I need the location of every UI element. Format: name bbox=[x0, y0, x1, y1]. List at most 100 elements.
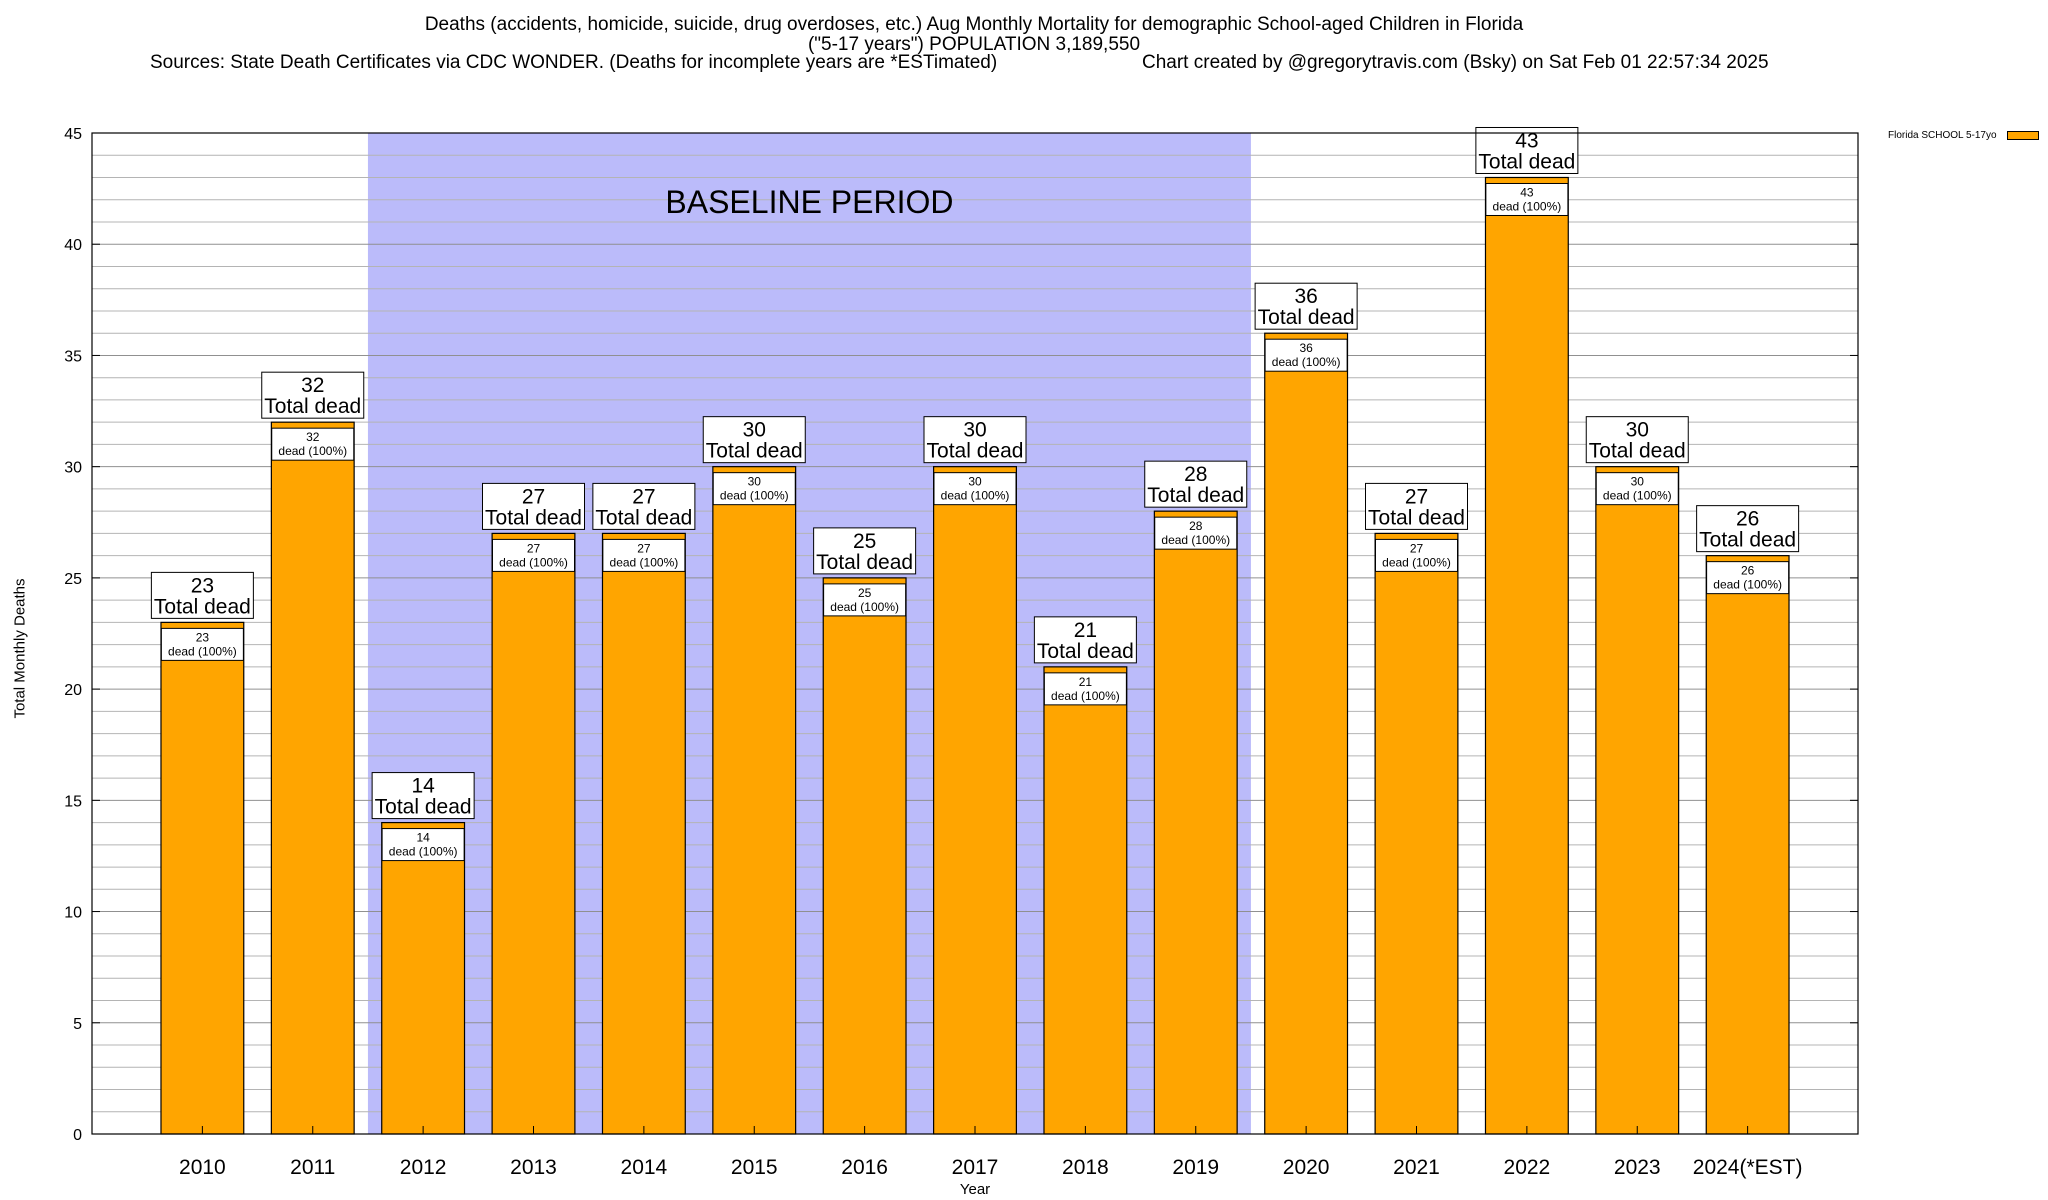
bar-total-label: Total dead bbox=[154, 595, 251, 618]
bar-inner-label: dead (100%) bbox=[499, 555, 568, 569]
x-tick-label: 2016 bbox=[841, 1156, 888, 1179]
bar-total-value: 21 bbox=[1074, 619, 1097, 642]
bar-inner-value: 30 bbox=[968, 475, 982, 489]
bar-inner-label: dead (100%) bbox=[1272, 355, 1341, 369]
bar-inner-label: dead (100%) bbox=[830, 600, 899, 614]
bar-total-value: 43 bbox=[1515, 129, 1538, 152]
x-tick-label: 2021 bbox=[1393, 1156, 1440, 1179]
bar-total-label-box bbox=[482, 482, 585, 530]
bar-total-value: 30 bbox=[743, 419, 766, 442]
bar-total-label: Total dead bbox=[1589, 440, 1686, 463]
bar-total-label-box bbox=[371, 772, 475, 820]
bar-inner-label-box bbox=[712, 472, 796, 506]
bar-inner-label-box bbox=[160, 627, 244, 661]
bar-inner-value: 26 bbox=[1741, 564, 1755, 578]
y-tick-label: 0 bbox=[73, 1127, 82, 1144]
bar-inner-label-box bbox=[1043, 672, 1127, 706]
bar-inner-label-box bbox=[602, 538, 686, 572]
y-tick-label: 15 bbox=[64, 793, 82, 810]
bar-total-value: 30 bbox=[1626, 419, 1649, 442]
bar-inner-value: 27 bbox=[527, 541, 541, 555]
x-tick-label: 2015 bbox=[731, 1156, 778, 1179]
bar-inner-label-box bbox=[271, 427, 355, 461]
bar-inner-value: 23 bbox=[196, 630, 210, 644]
x-tick-label: 2019 bbox=[1172, 1156, 1219, 1179]
bar-total-label-box bbox=[923, 416, 1027, 464]
bar bbox=[1264, 332, 1349, 1135]
bar-inner-label: dead (100%) bbox=[720, 489, 789, 503]
y-tick-label: 35 bbox=[64, 348, 82, 365]
y-tick-label: 25 bbox=[64, 571, 82, 588]
bar-inner-label: dead (100%) bbox=[1493, 199, 1562, 213]
y-tick-label: 20 bbox=[64, 682, 82, 699]
bar-inner-label-box bbox=[1375, 538, 1458, 572]
bar-total-value: 27 bbox=[632, 485, 655, 508]
bar-total-label: Total dead bbox=[1368, 506, 1465, 529]
y-axis-label: Total Monthly Deaths bbox=[11, 578, 29, 719]
bar-total-label: Total dead bbox=[1258, 306, 1355, 329]
bar bbox=[381, 821, 466, 1135]
bar-total-label: Total dead bbox=[485, 506, 582, 529]
bar-total-label: Total dead bbox=[816, 551, 913, 574]
plot-border bbox=[91, 132, 1859, 1135]
x-tick-label: 2014 bbox=[621, 1156, 668, 1179]
bar-total-label: Total dead bbox=[706, 440, 803, 463]
bar bbox=[1705, 555, 1790, 1135]
bar-inner-value: 25 bbox=[858, 586, 872, 600]
bar bbox=[270, 421, 355, 1135]
bar-total-label-box bbox=[1144, 460, 1248, 508]
bar-inner-label-box bbox=[1595, 472, 1679, 506]
baseline-label: BASELINE PERIOD bbox=[665, 184, 953, 220]
bar-total-label: Total dead bbox=[1037, 640, 1134, 663]
bar-total-label: Total dead bbox=[595, 506, 692, 529]
chart-sources: Sources: State Death Certificates via CD… bbox=[150, 52, 998, 73]
bar-total-value: 14 bbox=[411, 775, 435, 798]
bar-total-label-box bbox=[261, 371, 365, 419]
bar bbox=[822, 577, 907, 1135]
x-axis-label: Year bbox=[960, 1181, 990, 1198]
bar-inner-label-box bbox=[1485, 182, 1569, 216]
bar-inner-label: dead (100%) bbox=[168, 644, 237, 658]
x-tick-label: 2010 bbox=[179, 1156, 226, 1179]
x-tick-label: 2022 bbox=[1504, 1156, 1551, 1179]
bar-total-label: Total dead bbox=[264, 395, 361, 418]
chart-title: Deaths (accidents, homicide, suicide, dr… bbox=[424, 14, 1524, 35]
bar-total-label-box bbox=[1365, 482, 1468, 530]
bar-total-label-box bbox=[1254, 282, 1358, 330]
bar-total-value: 30 bbox=[963, 419, 986, 442]
legend: Florida SCHOOL 5-17yo bbox=[1888, 130, 2039, 141]
bar-inner-label-box bbox=[381, 828, 465, 862]
bar-inner-label-box bbox=[1264, 338, 1348, 372]
bar-inner-label: dead (100%) bbox=[389, 845, 458, 859]
bar-total-value: 27 bbox=[522, 485, 545, 508]
x-tick-label: 2017 bbox=[952, 1156, 999, 1179]
bar-inner-value: 28 bbox=[1189, 519, 1203, 533]
bar bbox=[160, 621, 245, 1135]
bar-inner-label: dead (100%) bbox=[941, 489, 1010, 503]
x-tick-label: 2018 bbox=[1062, 1156, 1109, 1179]
bar-inner-value: 30 bbox=[1631, 475, 1645, 489]
bar-inner-value: 30 bbox=[748, 475, 762, 489]
bar-total-label-box bbox=[1475, 126, 1579, 174]
bar bbox=[1153, 510, 1238, 1135]
y-tick-label: 10 bbox=[64, 905, 82, 922]
bar-inner-label: dead (100%) bbox=[1713, 578, 1782, 592]
bar-total-value: 27 bbox=[1405, 485, 1428, 508]
bar-inner-label: dead (100%) bbox=[1603, 489, 1672, 503]
bar-inner-label-box bbox=[492, 538, 575, 572]
bar-inner-value: 43 bbox=[1520, 185, 1534, 199]
bar-inner-label-box bbox=[1154, 516, 1238, 550]
bar-inner-label: dead (100%) bbox=[610, 555, 679, 569]
y-tick-label: 40 bbox=[64, 237, 82, 254]
y-tick-label: 30 bbox=[64, 460, 82, 477]
bar bbox=[1374, 532, 1459, 1135]
legend-swatch bbox=[2006, 131, 2039, 140]
bar-total-label-box bbox=[702, 416, 806, 464]
x-tick-label: 2024(*EST) bbox=[1693, 1156, 1803, 1179]
bar bbox=[1595, 466, 1680, 1135]
bar-total-value: 26 bbox=[1736, 508, 1759, 531]
bar-total-label: Total dead bbox=[375, 796, 472, 819]
x-tick-label: 2023 bbox=[1614, 1156, 1661, 1179]
legend-label: Florida SCHOOL 5-17yo bbox=[1888, 130, 1997, 141]
